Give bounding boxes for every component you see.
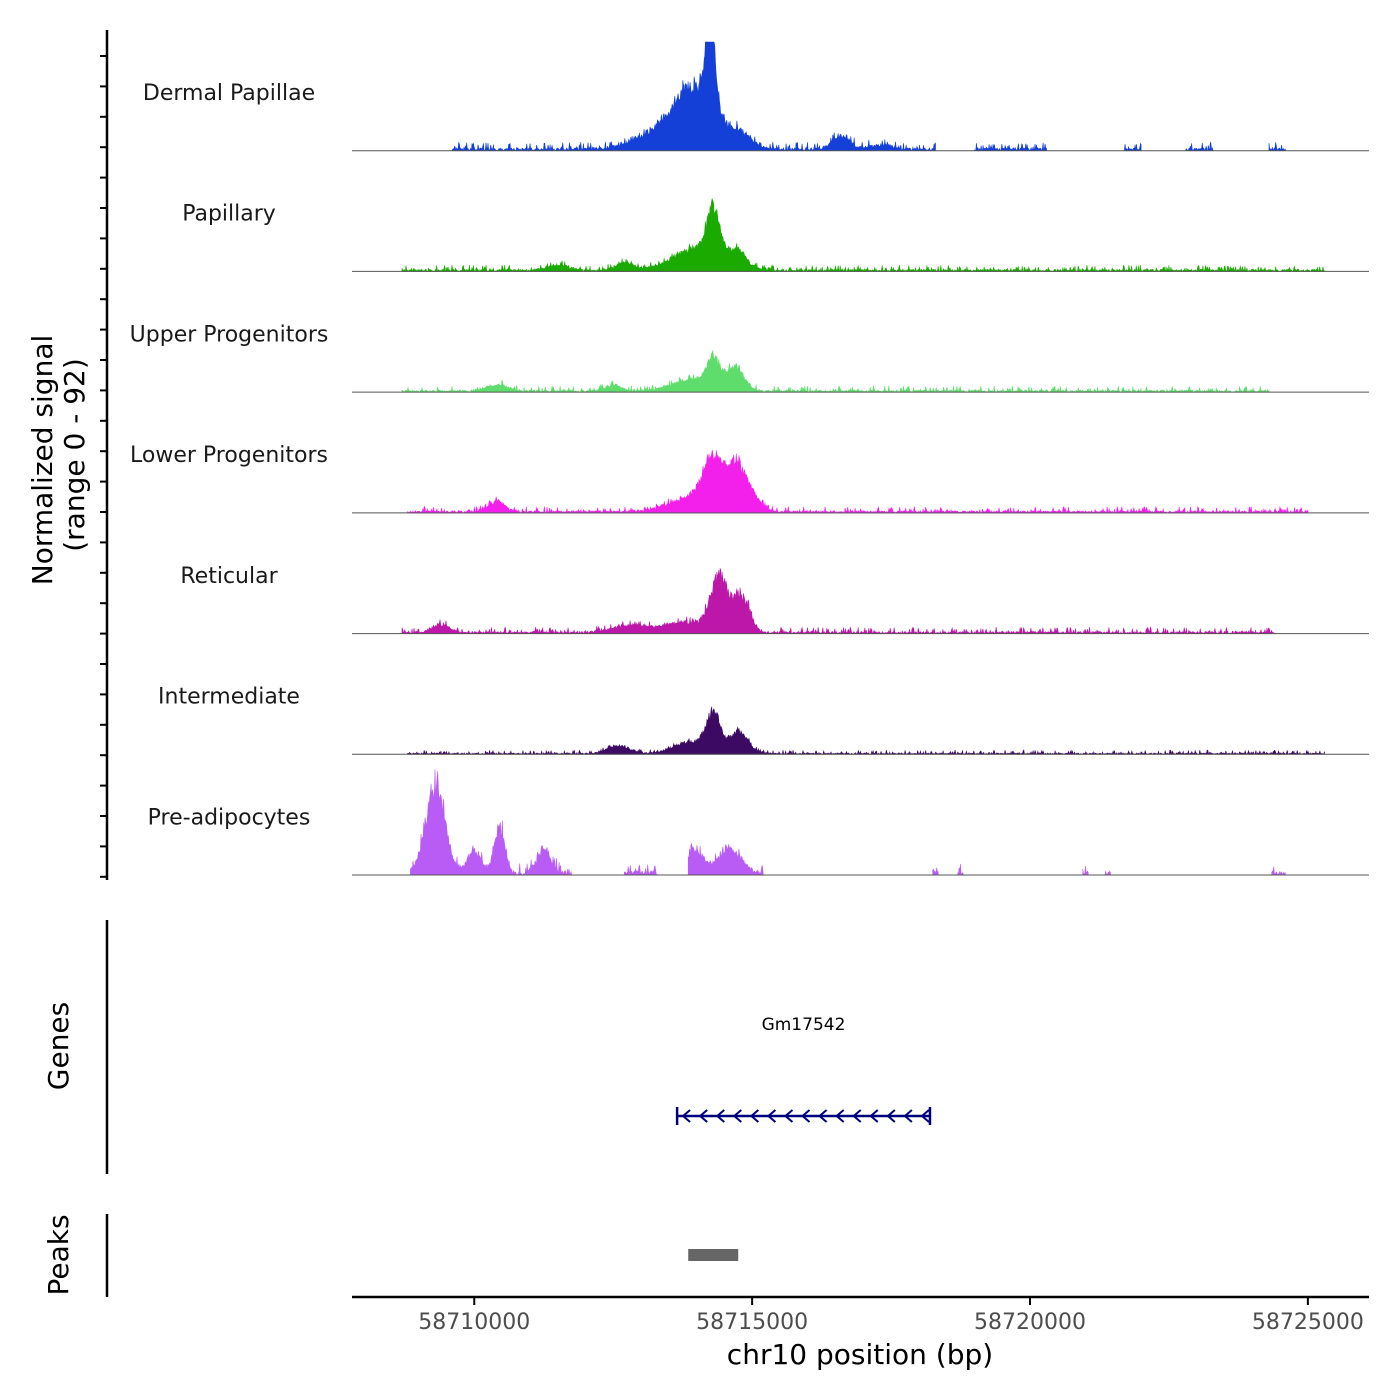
track-pre-adipocytes: Pre-adipocytes <box>148 769 1369 876</box>
text-layer: Normalized signal (range 0 - 92) Genes P… <box>26 335 993 1371</box>
gene-name-label: Gm17542 <box>762 1015 846 1035</box>
strand-arrow <box>886 1109 896 1123</box>
strand-arrow <box>783 1109 794 1123</box>
track-label: Papillary <box>182 202 276 227</box>
track-label: Upper Progenitors <box>130 322 329 347</box>
coverage-area <box>401 349 1270 394</box>
track-label: Pre-adipocytes <box>148 805 311 830</box>
strand-arrow <box>835 1109 845 1123</box>
peaks-axis-title: Peaks <box>42 1214 75 1295</box>
strand-arrow <box>715 1109 725 1123</box>
x-tick-label: 58725000 <box>1252 1310 1364 1335</box>
track-label: Dermal Papillae <box>143 81 315 106</box>
gene-gm17542: Gm17542 <box>675 1015 932 1125</box>
track-papillary: Papillary <box>182 198 1369 273</box>
track-label: Lower Progenitors <box>130 443 328 468</box>
strand-arrow <box>732 1109 742 1123</box>
track-intermediate: Intermediate <box>158 685 1369 756</box>
strand-arrow <box>920 1109 930 1123</box>
coverage-area <box>407 706 1325 756</box>
coverage-area <box>451 41 1286 152</box>
track-lower-progenitors: Lower Progenitors <box>130 443 1369 514</box>
strand-arrow <box>852 1109 862 1123</box>
x-tick-label: 58720000 <box>974 1310 1086 1335</box>
strand-arrow <box>681 1109 691 1123</box>
track-reticular: Reticular <box>180 564 1369 635</box>
y-axis-title-line2: (range 0 - 92) <box>58 358 91 552</box>
x-tick-label: 58715000 <box>696 1310 808 1335</box>
axes-layer: 58710000 58715000 58720000 58725000 <box>100 30 1369 1335</box>
tracks-layer: Dermal Papillae Papillary Upper Progenitor… <box>130 41 1369 876</box>
x-tick-label: 58710000 <box>418 1310 530 1335</box>
strand-arrow <box>801 1109 811 1123</box>
genes-axis-title: Genes <box>42 1002 75 1090</box>
genes-layer: Gm17542 <box>675 1015 932 1125</box>
track-label: Reticular <box>180 564 278 589</box>
coverage-area <box>407 450 1309 514</box>
coverage-area <box>410 769 1286 876</box>
strand-arrow <box>766 1109 777 1123</box>
y-axis-title-line1: Normalized signal <box>26 335 59 586</box>
peak-region <box>688 1249 739 1261</box>
strand-arrow <box>818 1109 828 1123</box>
coverage-area <box>401 567 1275 635</box>
strand-arrow <box>903 1109 913 1123</box>
strand-arrow <box>698 1109 708 1123</box>
peaks-layer <box>688 1249 739 1261</box>
track-dermal-papillae: Dermal Papillae <box>143 41 1369 152</box>
strand-arrow <box>869 1109 879 1123</box>
x-axis-title: chr10 position (bp) <box>727 1338 993 1371</box>
track-upper-progenitors: Upper Progenitors <box>130 322 1369 394</box>
strand-arrow <box>749 1109 760 1123</box>
coverage-area <box>401 198 1325 273</box>
track-label: Intermediate <box>158 685 300 710</box>
